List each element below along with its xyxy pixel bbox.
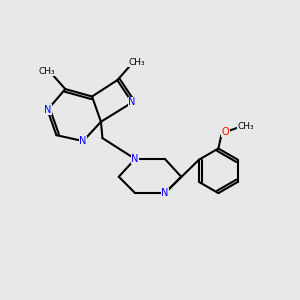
- Text: N: N: [128, 98, 136, 107]
- Text: N: N: [80, 136, 87, 146]
- Text: N: N: [131, 154, 139, 164]
- Text: CH₃: CH₃: [237, 122, 254, 131]
- Text: N: N: [44, 105, 51, 115]
- Text: N: N: [161, 188, 169, 198]
- Text: CH₃: CH₃: [39, 67, 55, 76]
- Text: O: O: [222, 127, 230, 136]
- Text: CH₃: CH₃: [128, 58, 145, 67]
